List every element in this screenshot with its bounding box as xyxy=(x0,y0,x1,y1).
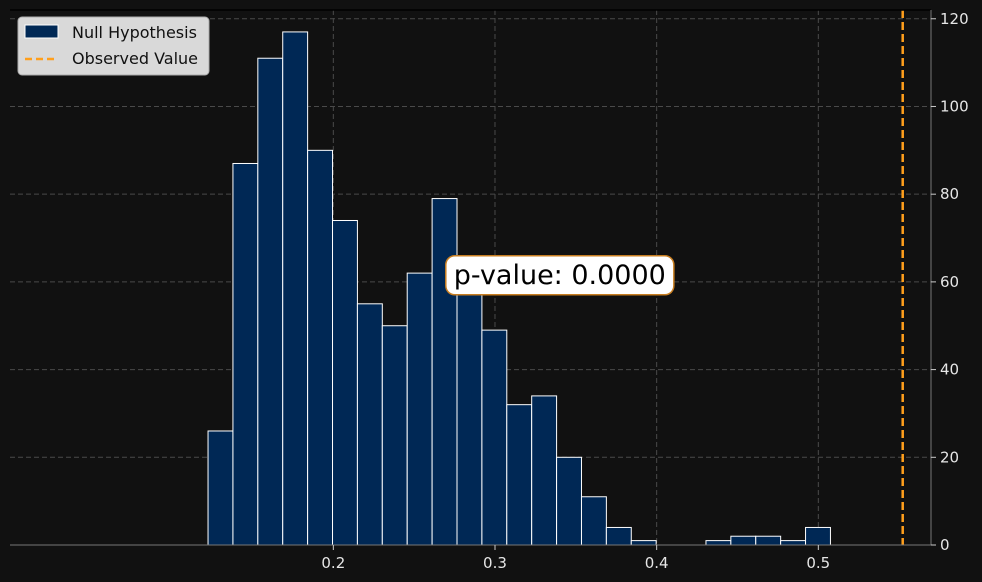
histogram-bars xyxy=(207,31,831,546)
y-tick-label: 40 xyxy=(940,361,959,379)
histogram-bar xyxy=(431,198,458,546)
histogram-bar xyxy=(481,329,508,546)
histogram-bar xyxy=(406,272,433,546)
p-value-text: p-value: 0.0000 xyxy=(454,260,666,291)
histogram-bar xyxy=(755,535,782,546)
histogram-bar xyxy=(805,526,831,546)
axes xyxy=(10,9,932,546)
histogram-bar xyxy=(207,430,234,546)
histogram-bar xyxy=(605,526,632,546)
y-tick-label: 80 xyxy=(940,185,959,203)
x-tick-label: 0.5 xyxy=(806,554,830,572)
histogram-bar xyxy=(282,31,309,546)
y-tick-label: 120 xyxy=(940,10,969,28)
legend-swatch-null-hypothesis xyxy=(24,24,59,39)
histogram-bar xyxy=(232,162,259,546)
p-value-box xyxy=(445,255,675,296)
legend: Null Hypothesis Observed Value xyxy=(17,16,210,76)
legend-label-null-hypothesis: Null Hypothesis xyxy=(72,23,197,42)
histogram-bar xyxy=(332,219,358,546)
legend-label-observed-value: Observed Value xyxy=(72,49,198,68)
p-value-annotation: p-value: 0.0000 xyxy=(445,255,675,296)
histogram-bar xyxy=(705,540,732,546)
histogram-bar xyxy=(630,540,657,546)
x-axis-ticks: 0.2 0.3 0.4 0.5 xyxy=(321,545,830,572)
histogram-bar xyxy=(580,496,607,546)
x-tick-label: 0.3 xyxy=(483,554,507,572)
histogram-bar xyxy=(556,456,582,546)
histogram-bar xyxy=(531,395,558,546)
y-tick-label: 20 xyxy=(940,448,959,466)
histogram-bar xyxy=(506,404,533,546)
histogram-bar xyxy=(307,149,334,546)
histogram-bar xyxy=(381,325,408,546)
y-axis-ticks: 0 20 40 60 80 100 120 xyxy=(931,10,969,554)
histogram-bar xyxy=(456,285,483,546)
histogram-bar xyxy=(356,303,383,546)
histogram-bar xyxy=(780,540,807,546)
x-tick-label: 0.4 xyxy=(645,554,669,572)
x-tick-label: 0.2 xyxy=(321,554,345,572)
y-tick-label: 100 xyxy=(940,97,969,115)
y-tick-label: 0 xyxy=(940,536,950,554)
legend-box xyxy=(17,16,210,76)
y-tick-label: 60 xyxy=(940,273,959,291)
histogram-bar xyxy=(257,57,284,546)
histogram-bar xyxy=(730,535,757,546)
